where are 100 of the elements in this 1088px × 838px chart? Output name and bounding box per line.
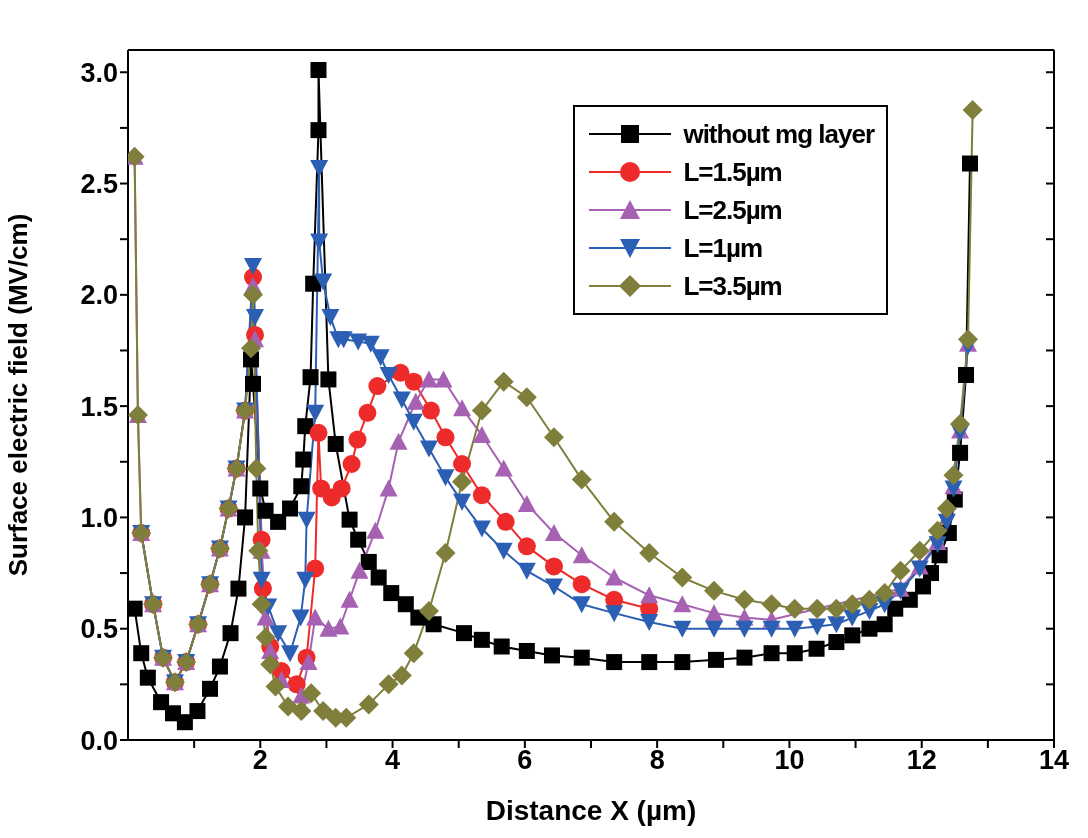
point bbox=[807, 598, 828, 619]
x-tick-label: 14 bbox=[1038, 745, 1070, 776]
point bbox=[842, 594, 863, 615]
point bbox=[350, 561, 369, 579]
x-tick-label: 2 bbox=[252, 745, 268, 776]
point bbox=[517, 537, 536, 556]
point bbox=[281, 645, 300, 663]
y-tick-label: 2.5 bbox=[80, 169, 118, 200]
point bbox=[319, 619, 338, 637]
point bbox=[246, 458, 267, 479]
point bbox=[379, 479, 398, 497]
point bbox=[291, 701, 312, 722]
point bbox=[310, 233, 329, 251]
point bbox=[349, 333, 368, 351]
point bbox=[471, 400, 492, 421]
point bbox=[296, 571, 315, 589]
point bbox=[453, 399, 472, 417]
point bbox=[392, 391, 411, 409]
point bbox=[340, 590, 359, 608]
point bbox=[572, 575, 591, 594]
point bbox=[421, 401, 440, 420]
point bbox=[950, 413, 971, 434]
point bbox=[260, 654, 281, 675]
legend-label: L=3.5µm bbox=[683, 270, 782, 302]
point bbox=[859, 589, 880, 610]
point bbox=[453, 493, 472, 511]
point bbox=[735, 620, 754, 638]
point bbox=[827, 616, 846, 634]
legend-label: L=2.5µm bbox=[683, 194, 782, 226]
point bbox=[734, 589, 755, 610]
point bbox=[309, 423, 328, 442]
point bbox=[453, 455, 472, 473]
point bbox=[673, 620, 692, 638]
point bbox=[517, 562, 536, 580]
x-tick-label: 12 bbox=[906, 745, 937, 776]
legend-label: L=1µm bbox=[683, 232, 763, 264]
legend-label: L=1.5µm bbox=[683, 156, 782, 188]
point bbox=[494, 542, 513, 560]
point bbox=[368, 377, 387, 396]
point bbox=[265, 676, 286, 697]
point bbox=[572, 546, 591, 564]
point bbox=[314, 273, 333, 291]
point bbox=[493, 371, 514, 392]
point bbox=[494, 459, 513, 477]
point bbox=[673, 595, 692, 613]
point bbox=[909, 540, 930, 561]
point bbox=[358, 403, 377, 422]
point bbox=[251, 594, 272, 615]
point bbox=[436, 469, 455, 487]
point bbox=[705, 604, 724, 622]
y-axis-title: Surface electric field (MV/cm) bbox=[3, 213, 34, 577]
point bbox=[434, 370, 453, 388]
point bbox=[389, 432, 408, 450]
point bbox=[291, 609, 310, 627]
point bbox=[418, 600, 439, 621]
point bbox=[890, 560, 911, 581]
point bbox=[342, 455, 361, 473]
point bbox=[472, 486, 491, 505]
point bbox=[371, 349, 390, 367]
point bbox=[672, 567, 693, 588]
point bbox=[516, 387, 537, 408]
point bbox=[404, 413, 423, 431]
point bbox=[761, 594, 782, 615]
point bbox=[436, 428, 455, 447]
point bbox=[544, 578, 563, 596]
point bbox=[435, 543, 456, 564]
y-tick-label: 0.0 bbox=[80, 725, 118, 756]
point bbox=[962, 100, 983, 121]
point bbox=[517, 495, 536, 513]
point bbox=[391, 665, 412, 686]
point bbox=[403, 643, 424, 664]
point bbox=[245, 309, 264, 327]
y-tick-label: 1.0 bbox=[80, 503, 118, 533]
point bbox=[604, 511, 625, 532]
point bbox=[874, 583, 895, 604]
point bbox=[572, 596, 591, 614]
point bbox=[404, 372, 423, 391]
point bbox=[378, 674, 399, 695]
point bbox=[704, 580, 725, 601]
point bbox=[306, 559, 325, 578]
point bbox=[306, 608, 325, 626]
point bbox=[705, 620, 724, 638]
x-tick-label: 4 bbox=[385, 745, 401, 776]
point bbox=[452, 471, 473, 492]
point bbox=[348, 430, 367, 449]
point bbox=[784, 598, 805, 619]
x-tick-label: 10 bbox=[774, 745, 805, 776]
point bbox=[762, 620, 781, 638]
point bbox=[936, 498, 957, 519]
point bbox=[543, 427, 564, 448]
point bbox=[406, 392, 425, 410]
point bbox=[306, 404, 325, 422]
point bbox=[313, 701, 334, 722]
point bbox=[278, 696, 299, 717]
point bbox=[252, 571, 271, 589]
point bbox=[244, 257, 263, 275]
point bbox=[640, 586, 659, 604]
point bbox=[241, 338, 262, 359]
point bbox=[639, 543, 660, 564]
point bbox=[472, 520, 491, 538]
